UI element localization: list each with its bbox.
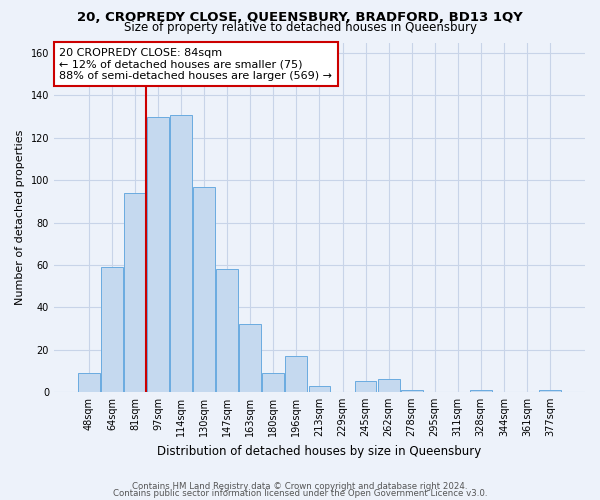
Bar xyxy=(217,269,238,392)
Text: Size of property relative to detached houses in Queensbury: Size of property relative to detached ho… xyxy=(124,21,476,34)
Bar xyxy=(101,267,123,392)
X-axis label: Distribution of detached houses by size in Queensbury: Distribution of detached houses by size … xyxy=(157,444,482,458)
Text: 20, CROPREDY CLOSE, QUEENSBURY, BRADFORD, BD13 1QY: 20, CROPREDY CLOSE, QUEENSBURY, BRADFORD… xyxy=(77,11,523,24)
Bar xyxy=(308,386,331,392)
Bar xyxy=(401,390,422,392)
Text: Contains public sector information licensed under the Open Government Licence v3: Contains public sector information licen… xyxy=(113,490,487,498)
Bar xyxy=(355,382,376,392)
Bar xyxy=(78,373,100,392)
Bar xyxy=(262,373,284,392)
Bar xyxy=(539,390,561,392)
Y-axis label: Number of detached properties: Number of detached properties xyxy=(15,130,25,305)
Bar xyxy=(193,186,215,392)
Bar xyxy=(124,193,146,392)
Bar xyxy=(147,116,169,392)
Bar xyxy=(239,324,261,392)
Text: 20 CROPREDY CLOSE: 84sqm
← 12% of detached houses are smaller (75)
88% of semi-d: 20 CROPREDY CLOSE: 84sqm ← 12% of detach… xyxy=(59,48,332,81)
Text: Contains HM Land Registry data © Crown copyright and database right 2024.: Contains HM Land Registry data © Crown c… xyxy=(132,482,468,491)
Bar xyxy=(377,379,400,392)
Bar xyxy=(470,390,492,392)
Bar xyxy=(286,356,307,392)
Bar xyxy=(170,114,192,392)
